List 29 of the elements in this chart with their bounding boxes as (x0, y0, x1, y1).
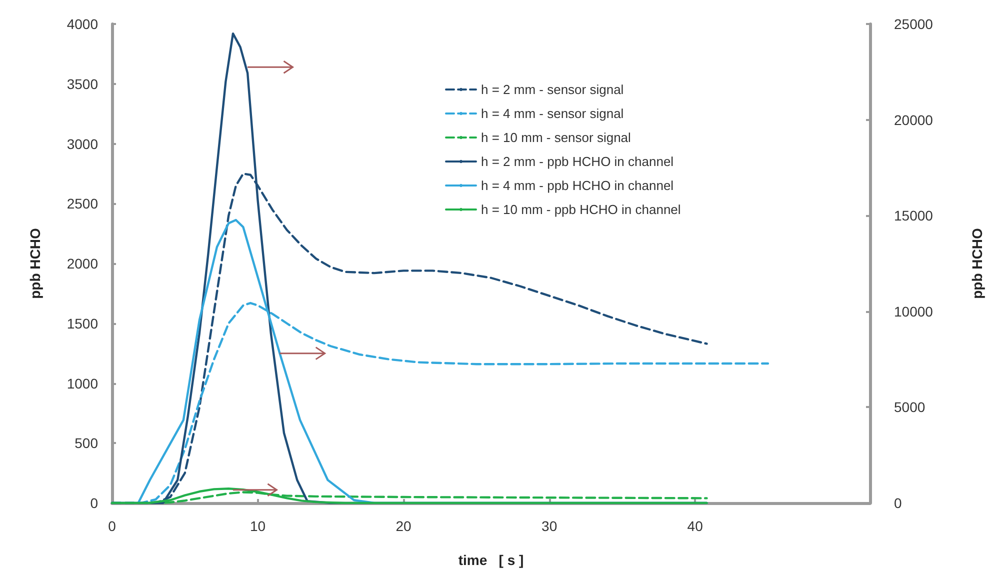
y2-tick-label: 10000 (894, 303, 934, 320)
y-tick-label: 3500 (66, 76, 98, 92)
x-tick-label: 0 (108, 518, 116, 534)
legend-label: h = 4 mm - ppb HCHO in channel (481, 178, 674, 193)
y-tick-label: 0 (90, 495, 98, 511)
legend-label: h = 4 mm - sensor signal (481, 106, 624, 121)
y-axis-title: ppb HCHO (27, 228, 43, 299)
legend-label: h = 2 mm - sensor signal (481, 82, 624, 97)
y2-tick-label: 20000 (894, 112, 934, 128)
x-tick-label: 30 (542, 518, 558, 534)
y-tick-label: 2000 (66, 256, 98, 272)
x-axis-title: time [ s ] (458, 552, 524, 568)
x-tick-label: 10 (250, 518, 266, 534)
y-tick-label: 3000 (66, 136, 98, 152)
x-tick-label: 20 (396, 518, 412, 534)
y2-tick-label: 25000 (894, 16, 934, 32)
legend-label: h = 10 mm - sensor signal (481, 130, 632, 145)
y-tick-label: 1500 (66, 315, 98, 332)
y-tick-label: 4000 (66, 16, 98, 32)
x-tick-label: 40 (687, 518, 704, 534)
y-tick-label: 1000 (66, 375, 98, 392)
y2-tick-label: 5000 (894, 399, 926, 416)
legend-label: h = 10 mm - ppb HCHO in channel (481, 202, 681, 217)
y2-axis-title: ppb HCHO (969, 228, 985, 299)
y2-tick-label: 15000 (894, 208, 934, 224)
y-tick-label: 2500 (66, 196, 98, 212)
y2-tick-label: 0 (894, 495, 902, 511)
y-tick-label: 500 (74, 435, 98, 452)
legend-label: h = 2 mm - ppb HCHO in channel (481, 154, 674, 169)
